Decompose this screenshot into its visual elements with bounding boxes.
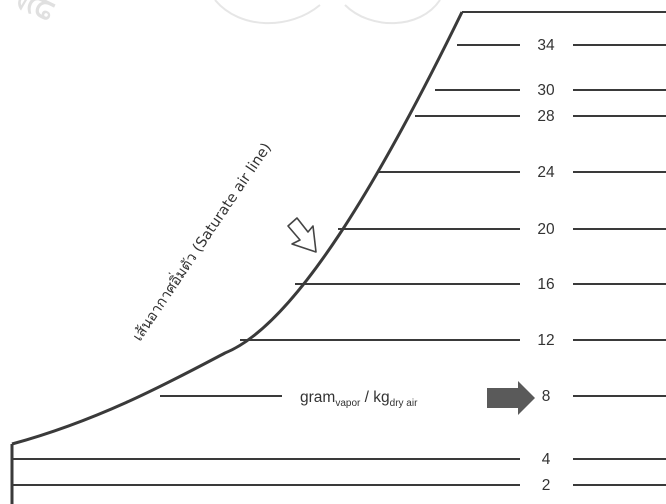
- humidity-line-label: 12: [537, 332, 554, 349]
- saturate-air-line-label: เส้นอากาศอิ่มตัว (Saturate air line): [128, 139, 275, 345]
- watermark-seal-ornament: [214, 0, 321, 25]
- curve-pointer-arrow: [287, 217, 317, 253]
- watermark-text: ลิขสิทธิ์มหาวิทยาลัยเชียงใหม่: [9, 0, 528, 30]
- humidity-line-label: 28: [537, 108, 554, 125]
- humidity-line-label: 16: [537, 276, 554, 293]
- watermark: ลิขสิทธิ์มหาวิทยาลัยเชียงใหม่: [9, 0, 529, 30]
- humidity-line-label: 30: [537, 82, 555, 99]
- humidity-line-label: 24: [537, 164, 555, 181]
- unit-label: gramvapor / kgdry air: [300, 389, 418, 409]
- humidity-line-label: 8: [542, 388, 551, 405]
- saturation-curve: [11, 11, 464, 446]
- watermark-seal-ornament-right: [344, 0, 441, 25]
- humidity-line-label: 4: [542, 451, 551, 468]
- humidity-line-label: 2: [542, 477, 551, 494]
- unit-arrow: [487, 381, 535, 415]
- humidity-line-label: 20: [537, 221, 555, 238]
- humidity-line-label: 34: [537, 37, 555, 54]
- humidity-lines: 34 30 28 24 20 16 12 8 4 2: [12, 37, 666, 494]
